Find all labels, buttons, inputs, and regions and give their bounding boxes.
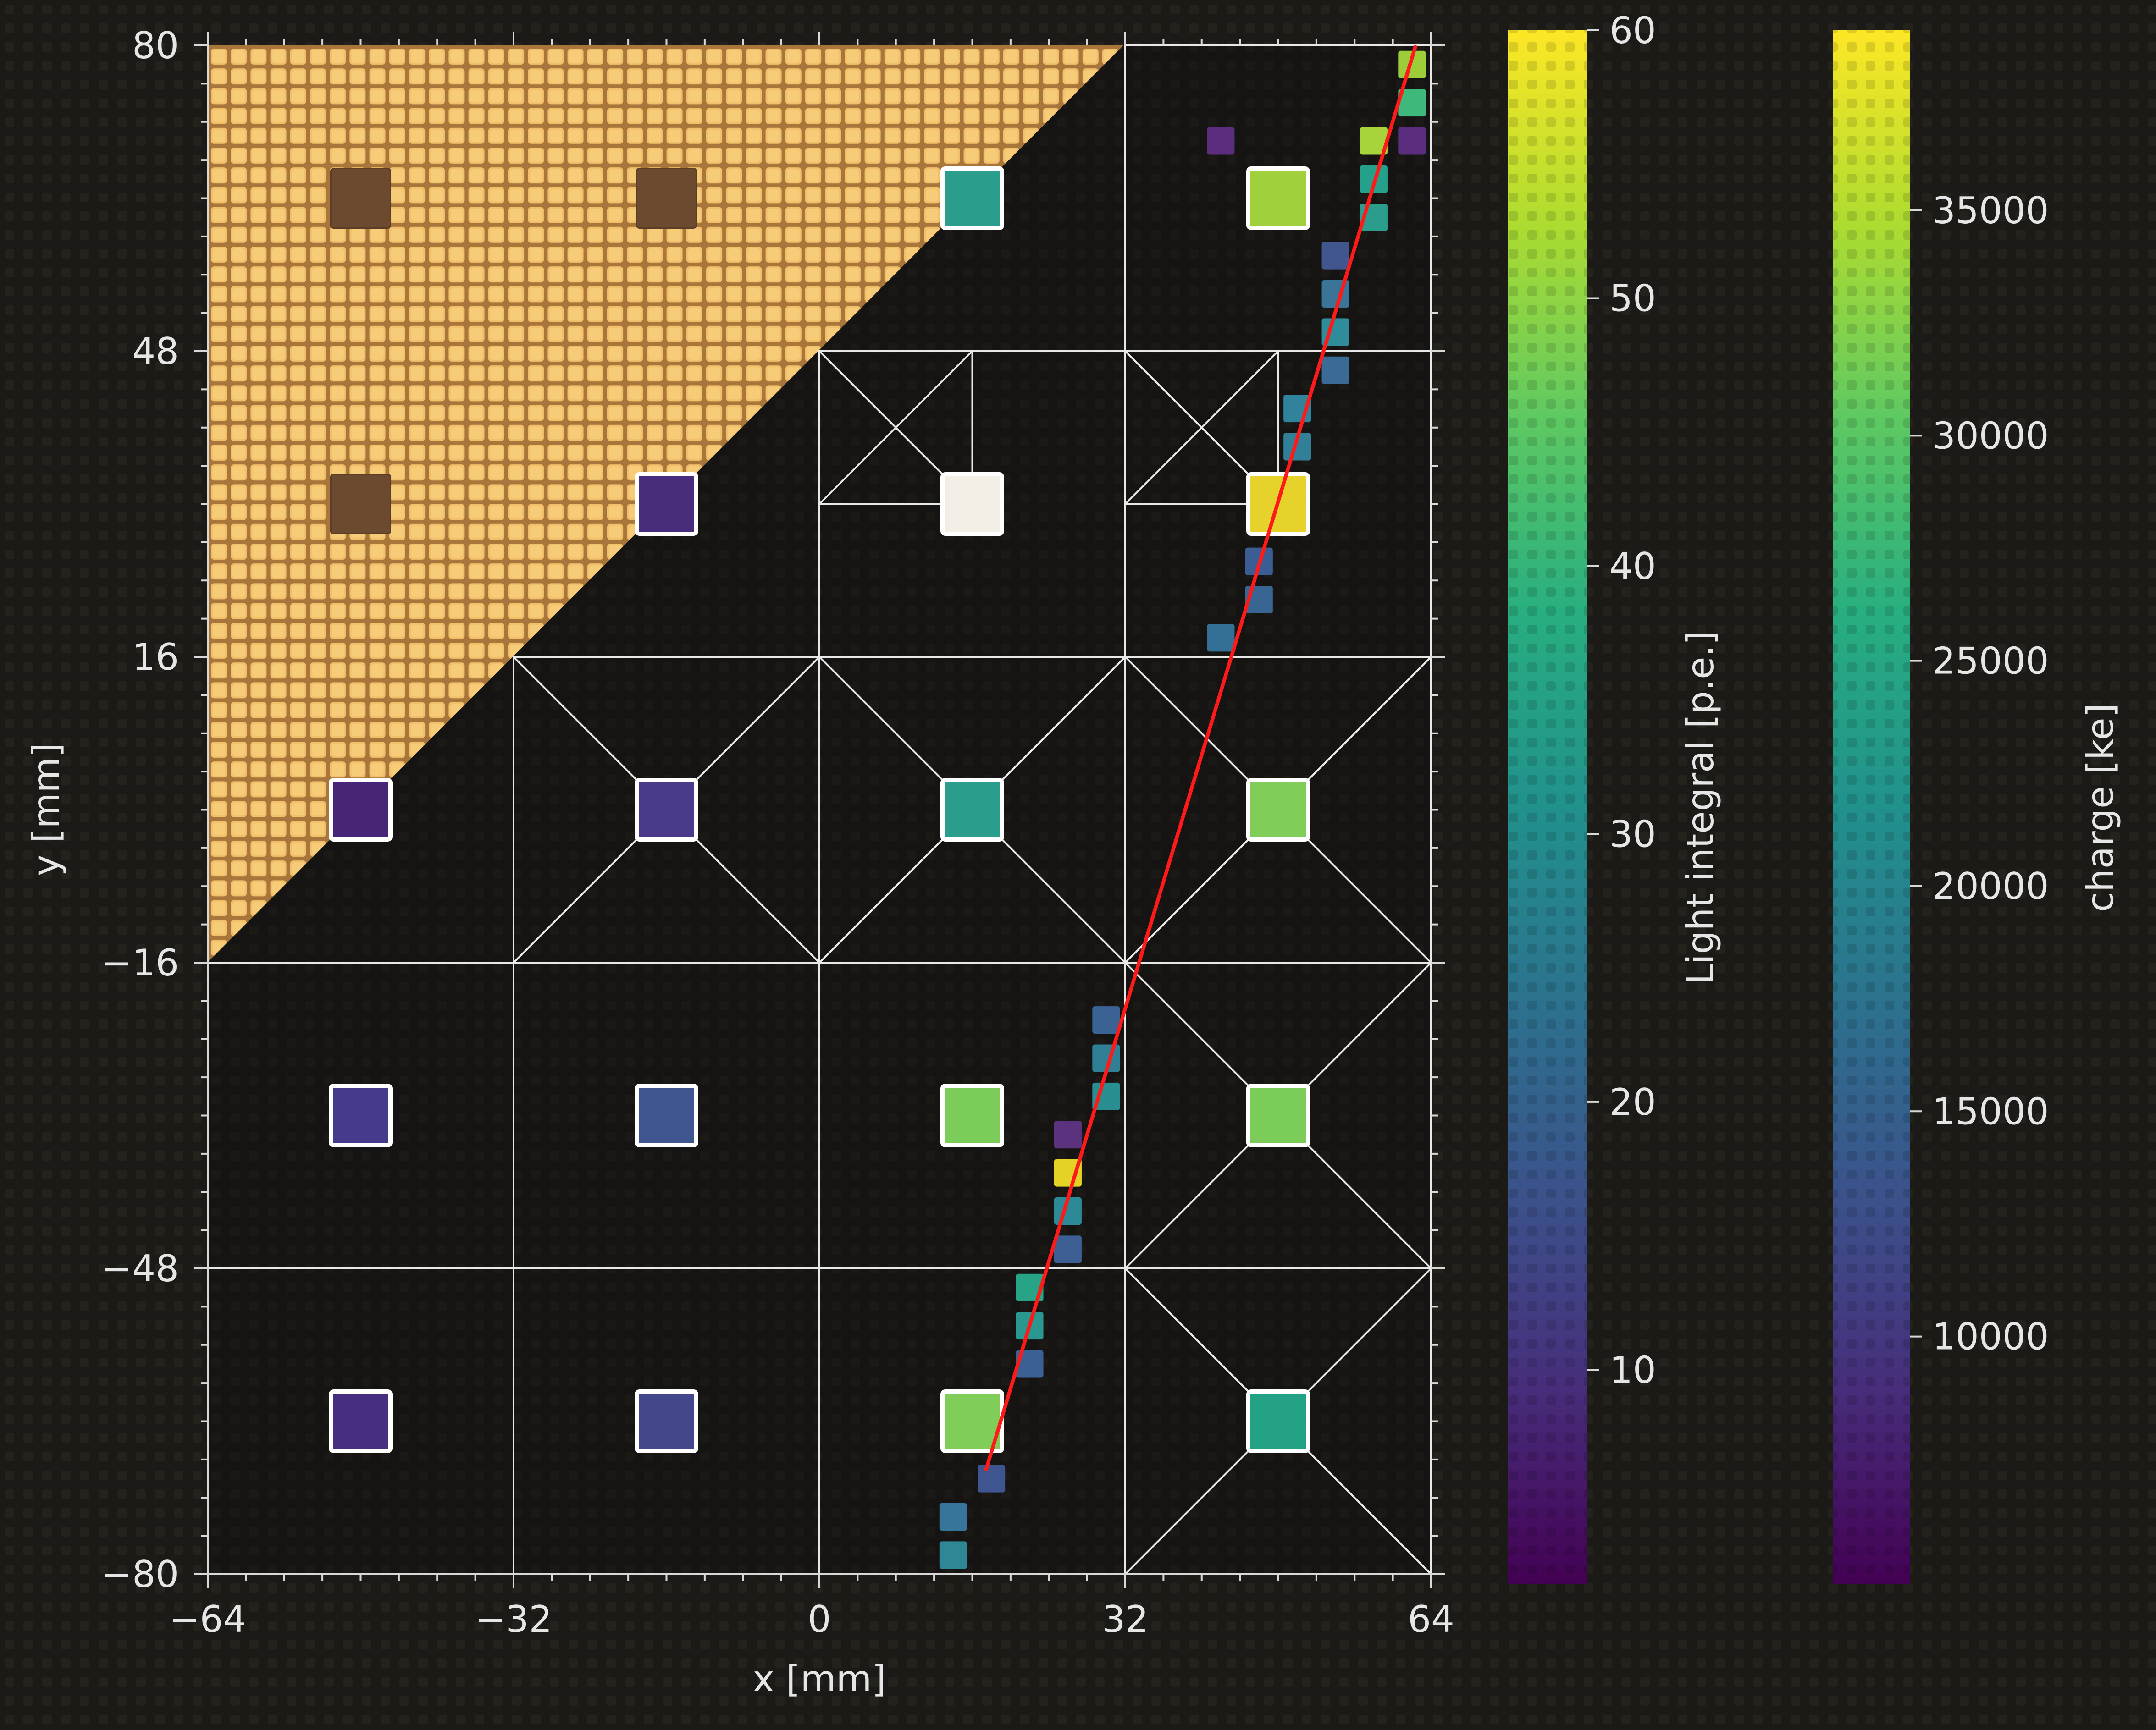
light-detector-square [940, 166, 1004, 230]
x-tick-label: 64 [1408, 1598, 1454, 1641]
light-detector-square [1246, 778, 1310, 842]
charge-hit-pixel [1016, 1273, 1044, 1301]
y-tick-label: −80 [101, 1553, 179, 1596]
colorbar-tick-label: 20 [1609, 1081, 1656, 1124]
colorbar-tick-label: 25000 [1932, 640, 2049, 683]
colorbar-tick-label: 15000 [1932, 1090, 2049, 1133]
cell-diagonal [818, 350, 973, 505]
y-tick-label: 80 [132, 24, 179, 67]
light-detector-square [636, 168, 697, 229]
charge-hit-pixel [1054, 1121, 1082, 1149]
colorbar-tick-label: 60 [1609, 9, 1656, 52]
light-detector-square [635, 1084, 698, 1147]
x-axis-label: x [mm] [752, 1658, 886, 1700]
y-tick-label: −16 [101, 942, 179, 984]
charge-hit-pixel [939, 1541, 967, 1569]
colorbar-tick-label: 40 [1609, 545, 1656, 588]
charge-hit-pixel [1398, 50, 1426, 78]
light-colorbar-ticks: 10 20 30 40 50 60 [1587, 9, 1656, 1391]
y-axis-label: y [mm] [25, 743, 67, 876]
x-tick-label: 0 [808, 1598, 831, 1641]
charge-hit-pixel [1054, 1235, 1082, 1263]
charge-hit-pixel [1207, 127, 1235, 155]
light-colorbar-texture [1508, 30, 1587, 1584]
light-detector-square [329, 1084, 393, 1147]
x-tick-label: 32 [1102, 1598, 1149, 1641]
charge-colorbar-ticks: 10000 15000 20000 25000 30000 35000 [1910, 189, 2049, 1358]
track-fit-line [984, 44, 1418, 1472]
colorbar-tick-label: 50 [1609, 277, 1656, 320]
charge-hit-pixel [978, 1465, 1006, 1493]
charge-hits [939, 50, 1426, 1569]
charge-hit-pixel [1016, 1350, 1044, 1378]
colorbar-tick-label: 30 [1609, 813, 1656, 855]
charge-hit-pixel [1283, 433, 1311, 461]
light-detector-square [330, 474, 391, 534]
colorbar-tick-label: 30000 [1932, 414, 2049, 457]
charge-hit-pixel [1398, 127, 1426, 155]
light-detector-square [329, 778, 393, 842]
y-minor-ticks [194, 44, 1445, 1575]
light-detector-square [330, 168, 391, 229]
x-tick-label: −64 [169, 1598, 247, 1641]
charge-hit-pixel [1398, 89, 1426, 117]
light-detector-square [635, 778, 698, 842]
light-detector-square [329, 1389, 393, 1453]
charge-colorbar: 10000 15000 20000 25000 30000 35000 charge [k… [1833, 30, 2122, 1584]
light-detector-square [940, 1084, 1004, 1147]
colorbar-tick-label: 20000 [1932, 865, 2049, 908]
x-minor-ticks [207, 32, 1432, 1588]
light-colorbar: 10 20 30 40 50 60 Light integral [p.e.] [1508, 9, 1722, 1584]
light-detector-square [1246, 1084, 1310, 1147]
colorbar-tick-label: 10000 [1932, 1316, 2049, 1358]
light-detector-square [1246, 166, 1310, 230]
light-detectors [329, 166, 1310, 1453]
light-detector-square [635, 472, 698, 536]
charge-hit-pixel [1092, 1006, 1120, 1034]
light-detector-square [1246, 1389, 1310, 1453]
charge-hit-pixel [1207, 624, 1235, 652]
y-tick-label: −48 [101, 1247, 179, 1290]
light-detector-square [940, 778, 1004, 842]
x-tick-label: −32 [475, 1598, 553, 1641]
charge-hit-pixel [939, 1503, 967, 1531]
charge-hit-pixel [1321, 356, 1349, 384]
y-tick-label: 16 [132, 636, 179, 678]
cell-diagonal [1124, 350, 1279, 505]
colorbar-tick-label: 10 [1609, 1349, 1656, 1391]
axes: −64 −32 0 32 64 80 48 16 −16 −48 −80 x [… [25, 24, 1454, 1700]
charge-hit-pixel [1360, 127, 1388, 155]
charge-colorbar-label: charge [ke] [2079, 703, 2122, 912]
charge-colorbar-texture [1833, 30, 1910, 1584]
charge-hit-pixel [1321, 242, 1349, 270]
light-detector-square [635, 1389, 698, 1453]
y-tick-label: 48 [132, 330, 179, 373]
light-colorbar-label: Light integral [p.e.] [1679, 631, 1722, 985]
colorbar-tick-label: 35000 [1932, 189, 2049, 232]
light-detector-square [940, 472, 1004, 536]
